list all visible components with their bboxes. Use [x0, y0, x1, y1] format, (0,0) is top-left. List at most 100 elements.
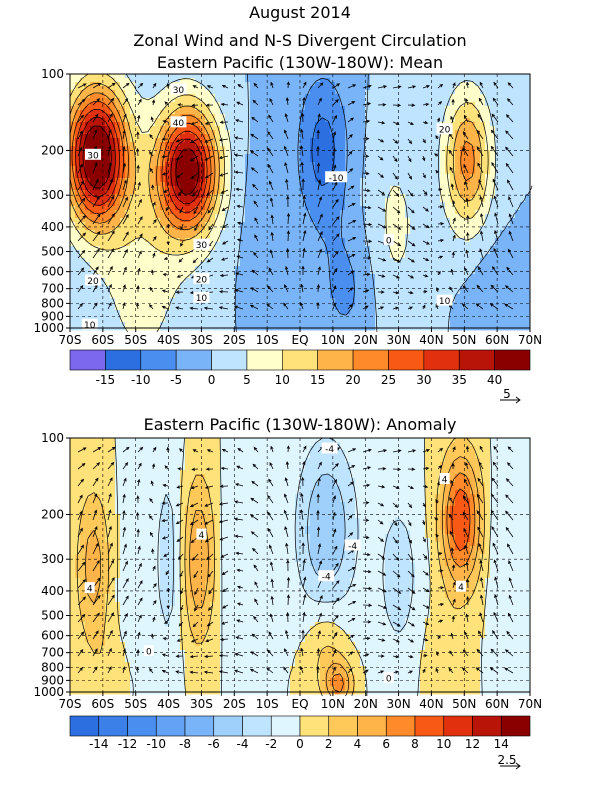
field-cell: [490, 230, 496, 235]
field-cell: [490, 234, 496, 239]
field-cell: [225, 162, 231, 167]
field-cell: [335, 286, 341, 291]
field-cell: [245, 166, 251, 171]
field-cell: [320, 150, 326, 155]
field-cell: [245, 282, 251, 287]
field-cell: [360, 274, 366, 279]
field-cell: [215, 114, 221, 119]
field-cell: [400, 86, 406, 91]
field-cell: [75, 110, 81, 115]
field-cell: [500, 146, 506, 151]
field-cell: [135, 146, 141, 151]
field-cell: [105, 282, 111, 287]
field-cell: [260, 258, 266, 263]
field-cell: [360, 102, 366, 107]
field-cell: [255, 206, 261, 211]
field-cell: [150, 174, 156, 179]
field-cell: [510, 174, 516, 179]
field-cell: [335, 278, 341, 283]
field-cell: [150, 274, 156, 279]
field-cell: [240, 178, 246, 183]
field-cell: [135, 142, 141, 147]
field-cell: [275, 174, 281, 179]
field-cell: [440, 286, 446, 291]
field-cell: [205, 150, 211, 155]
field-cell: [460, 246, 466, 251]
field-cell: [305, 94, 311, 99]
field-cell: [515, 90, 521, 95]
field-cell: [490, 118, 496, 123]
field-cell: [315, 210, 321, 215]
field-cell: [500, 218, 506, 223]
field-cell: [445, 82, 451, 87]
field-cell: [500, 190, 506, 195]
field-cell: [175, 274, 181, 279]
field-cell: [240, 94, 246, 99]
field-cell: [165, 210, 171, 215]
field-cell: [325, 162, 331, 167]
field-cell: [395, 238, 401, 243]
field-cell: [85, 238, 91, 243]
field-cell: [90, 254, 96, 259]
field-cell: [250, 174, 256, 179]
field-cell: [445, 158, 451, 163]
field-cell: [470, 238, 476, 243]
field-cell: [345, 102, 351, 107]
field-cell: [420, 138, 426, 143]
field-cell: [85, 82, 91, 87]
field-cell: [415, 258, 421, 263]
field-cell: [420, 134, 426, 139]
field-cell: [265, 230, 271, 235]
field-cell: [490, 174, 496, 179]
field-cell: [295, 286, 301, 291]
field-cell: [345, 162, 351, 167]
field-cell: [70, 174, 76, 179]
field-cell: [260, 226, 266, 231]
field-cell: [445, 98, 451, 103]
field-cell: [210, 138, 216, 143]
field-cell: [190, 214, 196, 219]
field-cell: [185, 198, 191, 203]
field-cell: [325, 262, 331, 267]
field-cell: [380, 250, 386, 255]
field-cell: [405, 274, 411, 279]
field-cell: [190, 162, 196, 167]
field-cell: [390, 126, 396, 131]
field-cell: [280, 206, 286, 211]
field-cell: [425, 190, 431, 195]
field-cell: [480, 134, 486, 139]
field-cell: [150, 130, 156, 135]
field-cell: [215, 78, 221, 83]
field-cell: [295, 230, 301, 235]
field-cell: [410, 182, 416, 187]
field-cell: [255, 74, 261, 79]
field-cell: [400, 126, 406, 131]
field-cell: [255, 198, 261, 203]
field-cell: [190, 222, 196, 227]
field-cell: [190, 86, 196, 91]
field-cell: [155, 210, 161, 215]
field-cell: [380, 202, 386, 207]
field-cell: [480, 262, 486, 267]
field-cell: [215, 106, 221, 111]
field-cell: [315, 286, 321, 291]
field-cell: [270, 94, 276, 99]
field-cell: [395, 74, 401, 79]
field-cell: [235, 78, 241, 83]
field-cell: [510, 82, 516, 87]
field-cell: [240, 250, 246, 255]
field-cell: [170, 274, 176, 279]
field-cell: [160, 190, 166, 195]
field-cell: [270, 162, 276, 167]
field-cell: [475, 198, 481, 203]
field-cell: [370, 102, 376, 107]
field-cell: [160, 290, 166, 295]
field-cell: [520, 250, 526, 255]
field-cell: [500, 234, 506, 239]
field-cell: [470, 86, 476, 91]
field-cell: [90, 194, 96, 199]
field-cell: [185, 278, 191, 283]
field-cell: [360, 106, 366, 111]
field-cell: [405, 190, 411, 195]
field-cell: [495, 166, 501, 171]
